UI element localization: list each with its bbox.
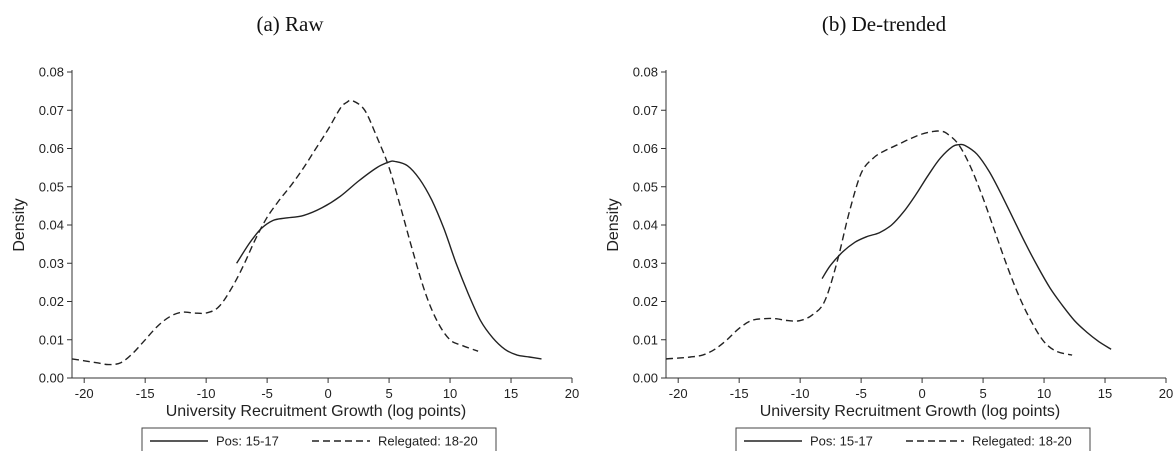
x-tick-label: 0 [324,386,331,401]
y-tick-label: 0.06 [39,141,64,156]
chart-panel-raw: (a) Raw 0.00 0.01 0.02 0.03 0.04 0.05 0.06 0.07… [0,0,580,451]
chart-panel-detrended: (b) De-trended 0.00 0.01 0.02 0.03 0.04 0.05 0… [594,0,1174,451]
x-tick-label: 10 [443,386,457,401]
x-tick-label: 10 [1037,386,1051,401]
chart-title: (a) Raw [256,12,324,36]
x-axis-label: University Recruitment Growth (log point… [760,403,1061,420]
legend-label: Pos: 15-17 [216,434,279,449]
y-tick-label: 0.06 [633,141,658,156]
legend-label: Relegated: 18-20 [378,434,478,449]
x-tick-label: 20 [1159,386,1173,401]
density-plot-detrended: 0.00 0.01 0.02 0.03 0.04 0.05 0.06 0.07 0.08 -20 -… [605,65,1173,451]
x-tick-label: 5 [385,386,392,401]
x-tick-label: 20 [565,386,579,401]
x-tick-label: 15 [1098,386,1112,401]
x-tick-label: 15 [504,386,518,401]
y-tick-label: 0.04 [39,218,64,233]
y-tick-label: 0.05 [633,179,658,194]
legend-label: Pos: 15-17 [810,434,873,449]
x-tick-label: 0 [918,386,925,401]
series-line-relegated-18-20 [666,130,1073,360]
x-tick-label: 5 [979,386,986,401]
y-tick-label: 0.04 [633,218,658,233]
series-line-pos-15-17 [821,143,1112,350]
series-line-relegated-18-20 [72,99,479,366]
y-tick-label: 0.03 [39,256,64,271]
legend-box [141,427,497,451]
y-tick-label: 0.08 [39,65,64,80]
x-tick-label: -10 [197,386,216,401]
y-tick-label: 0.00 [39,371,64,386]
series-line-pos-15-17 [236,160,542,360]
y-tick-label: 0.02 [633,294,658,309]
y-tick-label: 0.01 [39,332,64,347]
x-tick-label: -10 [791,386,810,401]
x-tick-label: -5 [261,386,273,401]
y-tick-label: 0.05 [39,179,64,194]
x-tick-label: -20 [669,386,688,401]
legend-box [735,427,1091,451]
y-tick-label: 0.07 [39,103,64,118]
y-axis-label: Density [11,198,28,251]
y-tick-label: 0.03 [633,256,658,271]
y-tick-label: 0.08 [633,65,658,80]
density-plot-raw: 0.00 0.01 0.02 0.03 0.04 0.05 0.06 0.07 0.08 -20 -… [11,65,579,451]
y-tick-label: 0.07 [633,103,658,118]
x-tick-label: -15 [730,386,749,401]
chart-title: (b) De-trended [821,12,947,36]
y-tick-label: 0.01 [633,332,658,347]
y-tick-label: 0.02 [39,294,64,309]
x-tick-label: -20 [75,386,94,401]
legend-label: Relegated: 18-20 [972,434,1072,449]
x-tick-label: -15 [136,386,155,401]
x-axis-label: University Recruitment Growth (log point… [166,403,467,420]
y-axis-label: Density [605,198,622,251]
y-tick-label: 0.00 [633,371,658,386]
x-tick-label: -5 [855,386,867,401]
